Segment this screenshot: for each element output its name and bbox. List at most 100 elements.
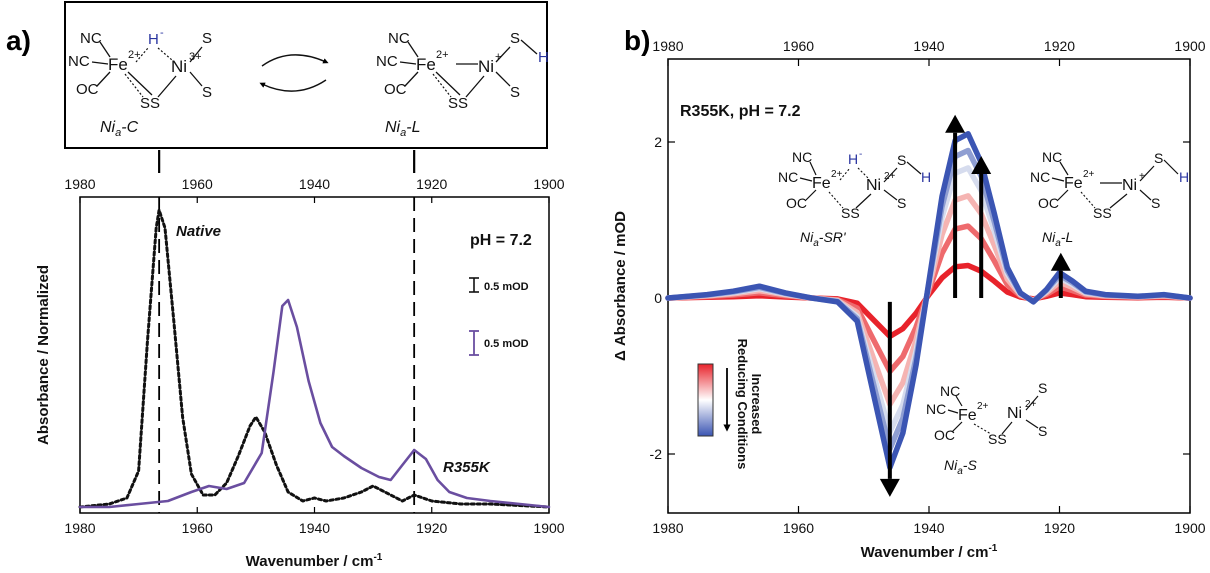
svg-text:OC: OC <box>786 195 807 211</box>
panel-a-xlabel: Wavenumber / cm-1 <box>246 552 383 570</box>
nia-c-structure: NC NC OC Fe 2+ H - Ni 3+ S S SS <box>68 27 212 112</box>
svg-text:Ni: Ni <box>1007 405 1022 422</box>
a-bottom-tick-label: 1940 <box>299 520 330 536</box>
colorbar-label-line2: Reducing Conditions <box>735 339 750 470</box>
svg-text:-: - <box>859 149 862 160</box>
svg-text:S: S <box>1038 380 1047 396</box>
nia-s-caption: Nia-S <box>944 457 977 477</box>
nia-l-caption-b: Nia-L <box>1042 229 1073 249</box>
b-top-tick-label: 1900 <box>1174 38 1205 54</box>
svg-text:S: S <box>1038 423 1047 439</box>
svg-text:NC: NC <box>80 30 102 47</box>
svg-text:Ni: Ni <box>171 57 187 76</box>
panel-a-ylabel: Absorbance / Normalized <box>35 265 52 445</box>
scalebar-purple-label: 0.5 mOD <box>484 338 529 350</box>
svg-text:Fe: Fe <box>812 175 831 192</box>
scalebar-purple: 0.5 mOD <box>469 330 529 356</box>
panel-a-series <box>78 208 551 509</box>
svg-text:NC: NC <box>1030 169 1050 185</box>
nia-l-structure-scheme: NC NC OC Fe 2+ Ni + S H S SS <box>376 30 549 112</box>
a-top-tick-label: 1960 <box>182 176 213 192</box>
svg-text:SS: SS <box>988 431 1007 447</box>
nia-l-caption-scheme: Nia-L <box>385 119 420 139</box>
svg-text:S: S <box>202 30 212 47</box>
svg-text:Fe: Fe <box>1064 175 1083 192</box>
svg-text:Ni: Ni <box>478 57 494 76</box>
svg-text:S: S <box>897 152 906 168</box>
a-bottom-tick-label: 1960 <box>182 520 213 536</box>
svg-text:S: S <box>510 30 520 47</box>
svg-text:S: S <box>897 195 906 211</box>
svg-text:2+: 2+ <box>436 49 449 61</box>
a-series-native <box>78 208 551 509</box>
b-bottom-tick-label: 1980 <box>652 520 683 536</box>
svg-text:NC: NC <box>778 169 798 185</box>
b-bottom-tick-label: 1920 <box>1044 520 1075 536</box>
reducing-colorbar <box>697 363 714 437</box>
svg-text:S: S <box>510 84 520 101</box>
svg-text:NC: NC <box>1042 149 1062 165</box>
svg-text:NC: NC <box>68 53 90 70</box>
svg-text:H: H <box>1179 169 1189 185</box>
a-top-tick-label: 1980 <box>64 176 95 192</box>
b-bottom-tick-label: 1960 <box>783 520 814 536</box>
panel-b-arrows <box>879 114 1071 497</box>
svg-text:+: + <box>1139 171 1145 182</box>
svg-text:H: H <box>148 31 159 48</box>
a-bottom-tick-label: 1920 <box>416 520 447 536</box>
panel-a-scheme-box <box>64 1 548 149</box>
svg-text:OC: OC <box>384 81 407 98</box>
nia-l-structure-b: NC NC OC Fe 2+ Ni + S H S SS <box>1030 149 1189 221</box>
a-series-r355k <box>78 298 551 509</box>
svg-text:2+: 2+ <box>128 49 141 61</box>
panel-a-letter: a) <box>6 25 31 56</box>
nia-sr-caption: Nia-SR' <box>800 229 847 249</box>
svg-text:SS: SS <box>448 95 468 112</box>
a-top-tick-label: 1940 <box>299 176 330 192</box>
b-top-tick-label: 1940 <box>913 38 944 54</box>
svg-text:S: S <box>1151 195 1160 211</box>
svg-text:NC: NC <box>792 149 812 165</box>
a-bottom-tick-label: 1980 <box>64 520 95 536</box>
svg-text:OC: OC <box>76 81 99 98</box>
svg-text:Fe: Fe <box>108 55 128 74</box>
b-arrow-head <box>879 478 900 497</box>
nia-c-caption: Nia-C <box>100 119 139 139</box>
svg-text:Ni: Ni <box>1122 177 1137 194</box>
nia-s-structure: NC NC OC Fe 2+ Ni 2+ S S SS <box>926 380 1047 447</box>
panel-a-dashed-lines <box>158 150 416 513</box>
svg-text:S: S <box>202 84 212 101</box>
svg-text:H: H <box>848 151 858 167</box>
svg-text:S: S <box>1154 150 1163 166</box>
b-bottom-tick-label: 1900 <box>1174 520 1205 536</box>
equilibrium-arrows <box>259 54 329 92</box>
svg-text:NC: NC <box>376 53 398 70</box>
b-top-tick-label: 1920 <box>1044 38 1075 54</box>
svg-text:2+: 2+ <box>977 401 989 412</box>
b-arrow-head <box>1050 252 1071 271</box>
panel-a-ph-label: pH = 7.2 <box>470 232 532 249</box>
svg-text:Fe: Fe <box>416 55 436 74</box>
svg-text:SS: SS <box>1093 205 1112 221</box>
b-y-tick-label: 2 <box>654 134 662 150</box>
scalebar-black: 0.5 mOD <box>469 277 529 293</box>
a-top-tick-label: 1920 <box>416 176 447 192</box>
panel-a: a) NC NC OC Fe 2+ H - Ni 3+ S S SS <box>6 1 565 570</box>
svg-text:2+: 2+ <box>831 169 843 180</box>
svg-text:+: + <box>495 51 501 63</box>
r355k-label: R355K <box>443 459 491 476</box>
nia-sr-structure: NC NC OC Fe 2+ H - Ni 2+ S H S SS <box>778 149 931 221</box>
panel-b: b) 1980198019601960194019401920192019001… <box>612 25 1206 561</box>
scalebar-black-label: 0.5 mOD <box>484 281 529 293</box>
b-arrow-head <box>971 156 992 175</box>
svg-text:H: H <box>921 169 931 185</box>
a-top-tick-label: 1900 <box>533 176 564 192</box>
panel-b-ylabel: Δ Absorbance / mOD <box>612 211 629 361</box>
svg-text:Ni: Ni <box>866 177 881 194</box>
colorbar-label-line1: Increased <box>749 374 764 435</box>
b-top-tick-label: 1960 <box>783 38 814 54</box>
svg-text:OC: OC <box>934 427 955 443</box>
svg-text:OC: OC <box>1038 195 1059 211</box>
svg-text:NC: NC <box>926 401 946 417</box>
